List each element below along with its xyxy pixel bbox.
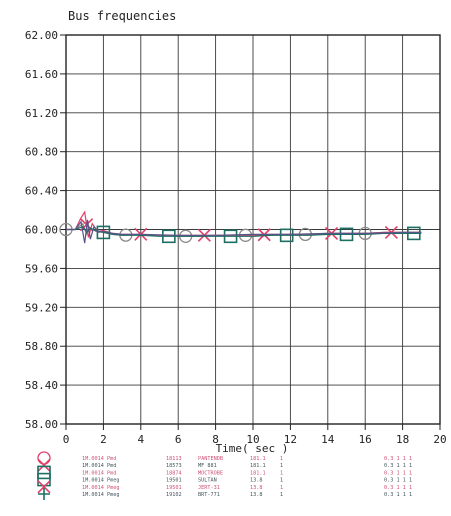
y-tick-label: 61.20 — [25, 107, 58, 120]
y-tick-label: 61.60 — [25, 68, 58, 81]
legend-entry-extra: 0.3 1 1 1 — [384, 470, 412, 476]
y-tick-label: 59.20 — [25, 301, 58, 314]
legend: 1M.0014 Pmd 18113 PANTENDB 181.1 1 0.3 1 1 1 1… — [37, 451, 412, 500]
chart-title: Bus frequencies — [68, 9, 176, 23]
legend-entry-extra: 0.3 1 1 1 — [384, 478, 412, 484]
x-axis-label: Time( sec ) — [216, 442, 289, 455]
legend-entry-flag: 1 — [280, 470, 283, 476]
series-marker — [162, 229, 176, 244]
y-tick-label: 60.40 — [25, 185, 58, 198]
y-tick-label: 58.80 — [25, 340, 58, 353]
legend-entry-desc: PANTENDB — [198, 456, 223, 462]
legend-entry-bus: 18874 — [166, 470, 182, 476]
legend-symbol — [37, 458, 51, 472]
x-tick-label: 16 — [359, 433, 372, 446]
x-tick-label: 14 — [321, 433, 335, 446]
legend-entry-value: 181.1 — [250, 463, 266, 469]
legend-entry-extra: 0.3 1 1 1 — [384, 463, 412, 469]
x-tick-label: 4 — [137, 433, 144, 446]
y-axis: 58.00 58.40 58.80 59.20 59.60 60.00 60.40 60.80… — [25, 29, 66, 431]
x-tick-label: 10 — [246, 433, 259, 446]
x-axis: 0 2 4 6 8 10 12 14 16 18 20 — [63, 424, 447, 446]
legend-entry-flag: 1 — [280, 463, 283, 469]
series-marker — [339, 227, 354, 242]
legend-entry-bus: 19501 — [166, 478, 182, 484]
legend-entry-flag: 1 — [280, 485, 283, 491]
series-marker — [223, 229, 238, 244]
y-tick-label: 58.40 — [25, 379, 58, 392]
legend-entry-bus: 18113 — [166, 456, 182, 462]
legend-symbol — [37, 472, 51, 487]
legend-entry-desc: JERT-31 — [198, 485, 220, 491]
y-tick-label: 60.80 — [25, 146, 58, 159]
legend-entry-name: 1M.0014 Pmd — [82, 470, 116, 476]
y-tick-label: 58.00 — [25, 418, 58, 431]
legend-entry-value: 13.8 — [250, 485, 263, 491]
legend-entry-desc: MOCTROBE — [198, 470, 223, 476]
legend-symbol — [38, 488, 50, 500]
legend-entry-name: 1M.0014 Pmeg — [82, 485, 119, 491]
x-tick-label: 18 — [396, 433, 409, 446]
series-line — [66, 225, 422, 237]
x-tick-label: 6 — [175, 433, 182, 446]
legend-symbol — [37, 451, 51, 465]
y-tick-label: 62.00 — [25, 29, 58, 42]
legend-entry-value: 181.1 — [250, 456, 266, 462]
legend-entry-name: 1M.0014 Pmeg — [82, 478, 119, 484]
legend-entry-name: 1M.0014 Pmd — [82, 456, 116, 462]
legend-entry-bus: 19501 — [166, 485, 182, 491]
x-tick-label: 2 — [100, 433, 107, 446]
y-tick-label: 59.60 — [25, 262, 58, 275]
legend-entry-value: 13.8 — [250, 492, 263, 498]
y-tick-label: 60.00 — [25, 224, 58, 237]
legend-entry-name: 1M.0014 Pmd — [82, 463, 116, 469]
series-line — [66, 219, 422, 244]
legend-entry-name: 1M.0014 Pmeg — [82, 492, 119, 498]
legend-entry-value: 13.8 — [250, 478, 263, 484]
x-tick-label: 0 — [63, 433, 70, 446]
legend-entry-desc: MF 881 — [198, 463, 217, 469]
legend-entry-bus: 19102 — [166, 492, 182, 498]
legend-entry-flag: 1 — [280, 478, 283, 484]
legend-symbol — [37, 465, 51, 480]
x-tick-label: 20 — [433, 433, 446, 446]
series-marker — [279, 228, 294, 243]
legend-entry-flag: 1 — [280, 492, 283, 498]
legend-entry-extra: 0.3 1 1 1 — [384, 456, 412, 462]
legend-entry-desc: BRT-771 — [198, 492, 220, 498]
x-tick-label: 12 — [284, 433, 297, 446]
legend-entry-value: 181.1 — [250, 470, 266, 476]
x-tick-label: 8 — [212, 433, 219, 446]
legend-entry-extra: 0.3 1 1 1 — [384, 485, 412, 491]
series-group — [59, 210, 422, 244]
legend-entry-bus: 18573 — [166, 463, 182, 469]
legend-entry-flag: 1 — [280, 456, 283, 462]
legend-entry-extra: 0.3 1 1 1 — [384, 492, 412, 498]
legend-symbol — [37, 480, 51, 494]
series-marker — [407, 226, 421, 241]
legend-entry-desc: SULTAN — [198, 478, 217, 484]
